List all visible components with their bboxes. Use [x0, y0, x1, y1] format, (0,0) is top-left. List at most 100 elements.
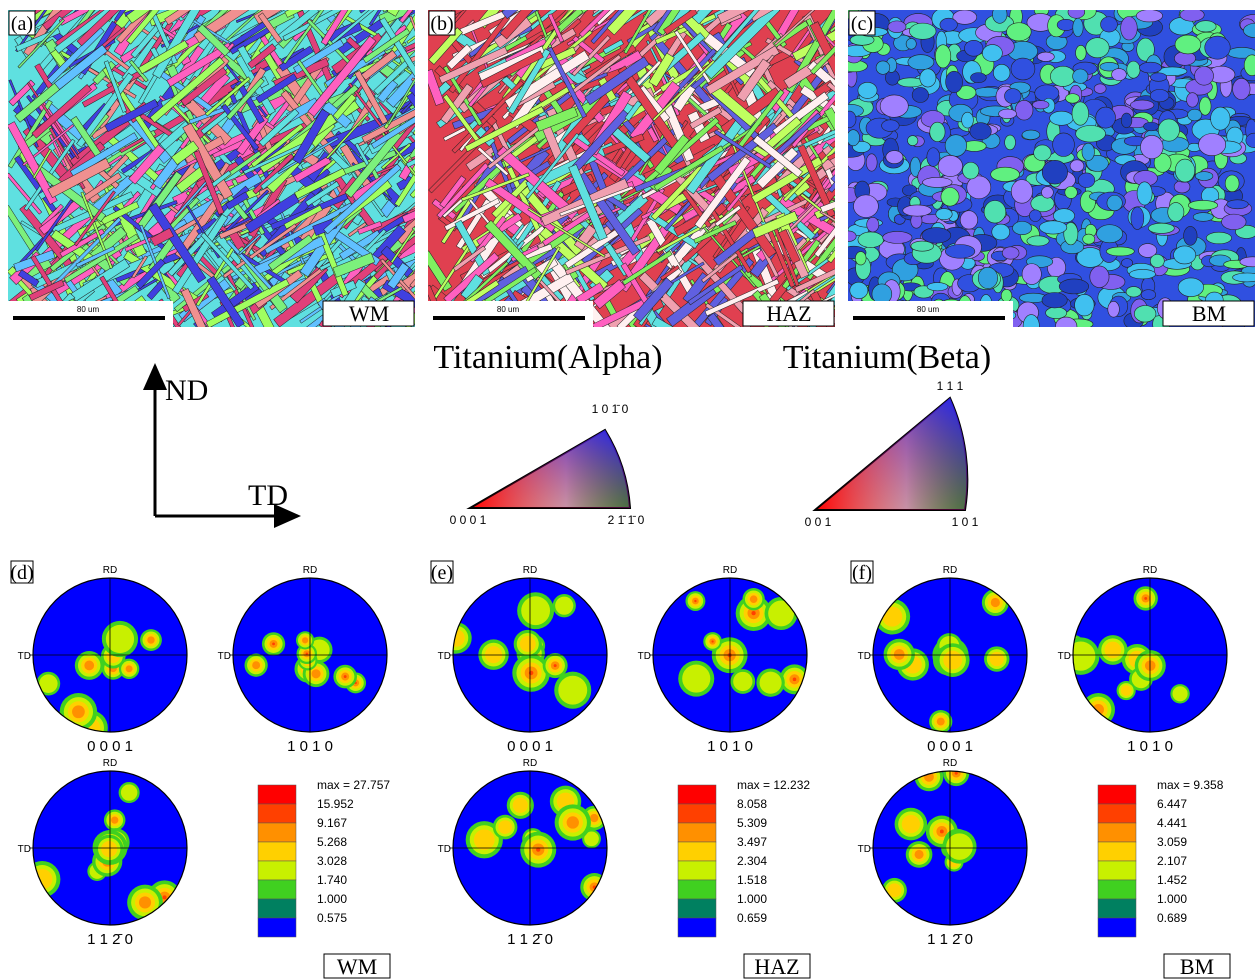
plane-label: 1 1 2̄ 0	[927, 931, 973, 948]
ipf-label: 2 1̄ 1̄ 0	[608, 513, 645, 527]
legend-max: max = 9.358	[1157, 778, 1224, 792]
plane-label: 0 0 0 1	[507, 738, 553, 755]
pole-figure: RD TD 1 0 1 0	[638, 565, 810, 755]
axes-indicator: ND TD	[155, 366, 298, 516]
scale-bar	[13, 316, 165, 320]
pole-figure: RD TD 1 0 1 0	[218, 565, 387, 755]
plane-label: 1 0 1 0	[1127, 738, 1173, 755]
plane-label: 1 0 1 0	[287, 738, 333, 755]
ipf-label: 0 0 0 1	[450, 513, 487, 527]
legend-level: 5.268	[317, 835, 347, 849]
axis-td: TD	[248, 479, 288, 512]
micrograph-image	[836, 0, 1256, 337]
panel-label: (b)	[430, 13, 453, 35]
legend-level: 1.518	[737, 873, 767, 887]
legend-level: 0.659	[737, 911, 767, 925]
legend-level: 3.497	[737, 835, 767, 849]
rd-label: RD	[523, 565, 537, 576]
plane-label: 0 0 0 1	[927, 738, 973, 755]
plane-label: 1 0 1 0	[707, 738, 753, 755]
ipf-label: 1 0 1̄ 0	[592, 402, 629, 416]
micrograph-panel: (c) 80 um BM	[836, 0, 1256, 337]
pole-figure: RD TD 1 1 2̄ 0	[18, 758, 187, 948]
region-tag: BM	[1180, 954, 1214, 979]
plane-label: 0 0 0 1	[87, 738, 133, 755]
legend-level: 15.952	[317, 797, 354, 811]
region-tag: HAZ	[766, 301, 811, 326]
pole-figure: RD TD 0 0 0 1	[438, 565, 607, 755]
panel-label: (a)	[11, 13, 33, 35]
legend-level: 0.575	[317, 911, 347, 925]
rd-label: RD	[1143, 565, 1157, 576]
group-label: (f)	[852, 562, 872, 584]
legend-max: max = 12.232	[737, 778, 810, 792]
rd-label: RD	[943, 565, 957, 576]
pole-figure-group: (f) RD TD 0 0 0 1 RD TD 1 0 1 0 RD TD 1 1 2̄ 0 max…	[851, 561, 1230, 979]
micrograph-image	[4, 0, 494, 404]
ipf-label: 1 0 1	[952, 515, 979, 529]
pole-figure: RD TD 0 0 0 1	[858, 565, 1027, 755]
pole-figure: RD TD 1 1 2̄ 0	[858, 758, 1027, 948]
td-label: TD	[858, 651, 871, 662]
plane-label: 1 1 2̄ 0	[87, 931, 133, 948]
ipf-title: Titanium(Alpha)	[433, 339, 662, 376]
td-label: TD	[18, 844, 31, 855]
ipf-label: 0 0 1	[805, 515, 832, 529]
scale-bar	[433, 316, 585, 320]
td-label: TD	[438, 844, 451, 855]
legend-level: 1.452	[1157, 873, 1187, 887]
panel-label: (c)	[851, 13, 873, 35]
ipf-title: Titanium(Beta)	[783, 339, 991, 376]
td-label: TD	[1058, 651, 1071, 662]
region-tag: HAZ	[754, 954, 799, 979]
legend-max: max = 27.757	[317, 778, 390, 792]
ipf-beta: Titanium(Beta) 1 1 1 0 0 1 1 0 1	[783, 339, 991, 529]
legend-level: 3.028	[317, 854, 347, 868]
figure: ND TD Titanium(Alpha) 1 0 1̄ 0 0 0 0 1 2…	[0, 0, 1256, 979]
rd-label: RD	[303, 565, 317, 576]
legend-level: 3.059	[1157, 835, 1187, 849]
td-label: TD	[638, 651, 651, 662]
rd-label: RD	[103, 565, 117, 576]
legend-level: 5.309	[737, 816, 767, 830]
ipf-label: 1 1 1	[937, 379, 964, 393]
td-label: TD	[858, 844, 871, 855]
pole-figure-group: (e) RD TD 0 0 0 1 RD TD 1 0 1 0 RD TD 1 1 2̄ 0 max…	[431, 561, 810, 979]
scale-bar-label: 80 um	[917, 305, 940, 314]
rd-label: RD	[943, 758, 957, 769]
legend: max = 9.358 6.447 4.441 3.059 2.107 1.452 1.00…	[1098, 778, 1224, 937]
legend: max = 27.757 15.952 9.167 5.268 3.028 1.740 1.…	[258, 778, 390, 937]
plane-label: 1 1 2̄ 0	[507, 931, 553, 948]
legend-level: 6.447	[1157, 797, 1187, 811]
td-label: TD	[218, 651, 231, 662]
scale-bar-label: 80 um	[497, 305, 520, 314]
axis-nd: ND	[165, 374, 208, 407]
rd-label: RD	[723, 565, 737, 576]
legend-level: 2.107	[1157, 854, 1187, 868]
pole-figure: RD TD 1 1 2̄ 0	[438, 758, 609, 948]
legend-level: 1.000	[737, 892, 767, 906]
pole-figure: RDTD0 0 0 1	[18, 565, 187, 755]
group-label: (d)	[10, 562, 33, 584]
legend-level: 1.000	[317, 892, 347, 906]
pole-figure: RD TD 1 0 1 0	[1058, 565, 1227, 755]
rd-label: RD	[103, 758, 117, 769]
region-tag: BM	[1192, 301, 1226, 326]
legend-level: 2.304	[737, 854, 767, 868]
legend-level: 8.058	[737, 797, 767, 811]
legend-level: 4.441	[1157, 816, 1187, 830]
ipf-alpha: Titanium(Alpha) 1 0 1̄ 0 0 0 0 1 2 1̄ 1̄…	[433, 339, 662, 527]
td-label: TD	[438, 651, 451, 662]
legend-level: 1.000	[1157, 892, 1187, 906]
scale-bar-label: 80 um	[77, 305, 100, 314]
legend-level: 1.740	[317, 873, 347, 887]
legend: max = 12.232 8.058 5.309 3.497 2.304 1.518 1.0…	[678, 778, 810, 937]
group-label: (e)	[431, 562, 453, 584]
legend-level: 0.689	[1157, 911, 1187, 925]
rd-label: RD	[523, 758, 537, 769]
region-tag: WM	[337, 954, 377, 979]
legend-level: 9.167	[317, 816, 347, 830]
scale-bar	[853, 316, 1005, 320]
